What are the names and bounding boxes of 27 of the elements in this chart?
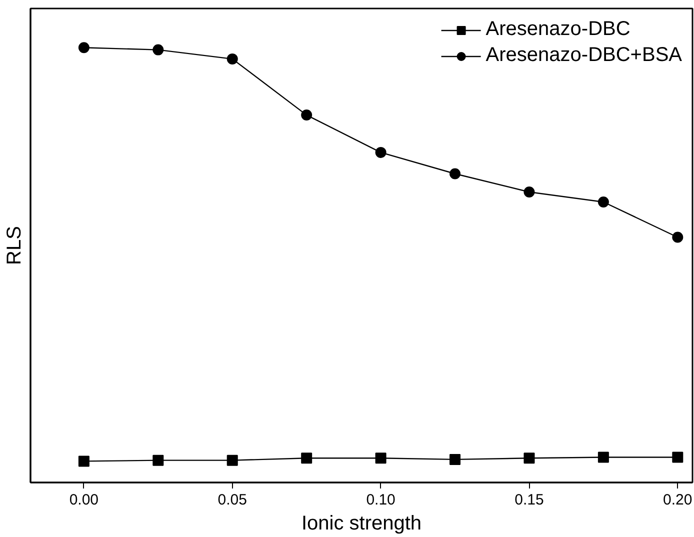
point — [524, 452, 535, 464]
x-tick-label: 0.10 — [366, 492, 396, 508]
point — [226, 454, 238, 466]
legend-label: Aresenazo-DBC+BSA — [486, 44, 682, 67]
x-tick-label: 0.05 — [218, 492, 247, 508]
legend-label: Aresenazo-DBC — [486, 18, 630, 41]
point — [152, 454, 164, 466]
point — [375, 452, 386, 464]
point — [450, 454, 461, 465]
x-tick-label: 0.20 — [663, 492, 692, 508]
point — [152, 44, 164, 56]
point — [301, 110, 312, 121]
point — [226, 53, 238, 64]
x-tick-label: 0.00 — [69, 492, 99, 508]
point — [524, 186, 535, 198]
point — [375, 146, 386, 158]
x-axis-title: Ionic strength — [301, 512, 422, 534]
point — [672, 232, 684, 243]
point — [301, 452, 312, 464]
point — [598, 196, 609, 208]
x-tick-label: 0.15 — [514, 492, 544, 508]
point — [450, 168, 461, 180]
point — [598, 452, 609, 463]
y-axis-title: RLS — [4, 226, 26, 265]
point — [78, 42, 90, 54]
point — [672, 452, 684, 463]
point — [78, 456, 90, 467]
